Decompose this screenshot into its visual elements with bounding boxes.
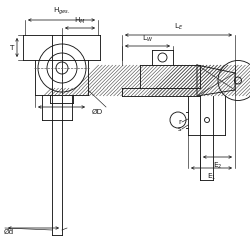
Text: ØD: ØD [92,109,103,115]
Text: H$_M$: H$_M$ [74,15,86,26]
Text: T: T [10,44,14,51]
Text: r: r [178,119,181,125]
Text: E$_1$: E$_1$ [207,172,216,182]
Text: Ød: Ød [4,229,14,235]
Text: E$_2$: E$_2$ [213,160,222,171]
Text: L$_E$: L$_E$ [174,22,183,32]
Text: L$_W$: L$_W$ [142,33,153,43]
Text: H$_{ges.}$: H$_{ges.}$ [53,6,70,17]
Text: s: s [178,126,181,132]
